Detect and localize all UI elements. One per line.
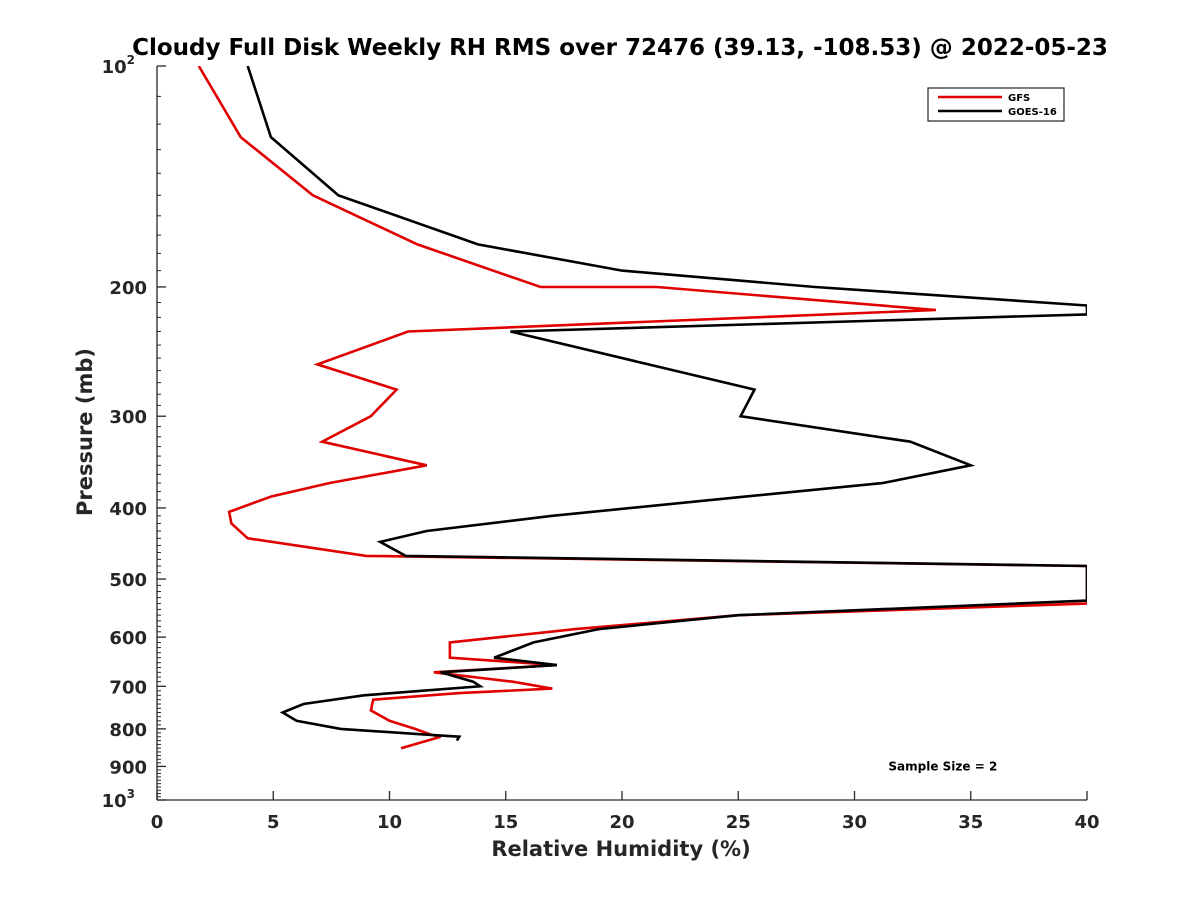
x-tick-label: 35 [958,812,983,833]
sample-size-annotation: Sample Size = 2 [888,759,997,773]
y-tick-label: 300 [109,407,147,428]
legend-entry-label: GFS [1008,93,1030,104]
y-tick-label: 900 [109,757,147,778]
y-tick-label: 102 [102,53,135,78]
y-tick-label: 500 [109,570,147,591]
x-tick-label: 30 [842,812,867,833]
x-tick-label: 0 [151,812,164,833]
x-tick-label: 25 [726,812,751,833]
x-tick-label: 20 [609,812,634,833]
y-tick-label: 400 [109,499,147,520]
y-tick-label-exponent: 3 [127,787,135,801]
y-tick-label: 200 [109,278,147,299]
y-tick-label-base: 10 [102,57,127,78]
series-line-gfs [197,66,1087,750]
series-layer [197,66,1087,750]
series-line-goes-16 [246,66,1087,742]
y-tick-label-exponent: 2 [127,53,135,67]
chart-title: Cloudy Full Disk Weekly RH RMS over 7247… [132,35,1108,61]
legend-box [927,87,1065,122]
annotation-layer: Sample Size = 2 [888,759,997,773]
x-tick-label: 40 [1074,812,1099,833]
legend-entry-label: GOES-16 [1008,107,1057,118]
y-axis-label: Pressure (mb) [73,348,97,516]
y-tick-label: 600 [109,628,147,649]
axes-layer: 0 5 10 15 20 25 30 35 40102200300400500600700800… [102,53,1100,833]
legend: GFS GOES-16 [927,87,1065,122]
y-tick-label-base: 10 [102,791,127,812]
x-axis-label: Relative Humidity (%) [491,837,750,861]
x-tick-label: 10 [377,812,402,833]
y-tick-label: 103 [102,787,135,812]
y-tick-label: 700 [109,677,147,698]
x-tick-label: 15 [493,812,518,833]
x-tick-label: 5 [267,812,280,833]
y-tick-label: 800 [109,720,147,741]
